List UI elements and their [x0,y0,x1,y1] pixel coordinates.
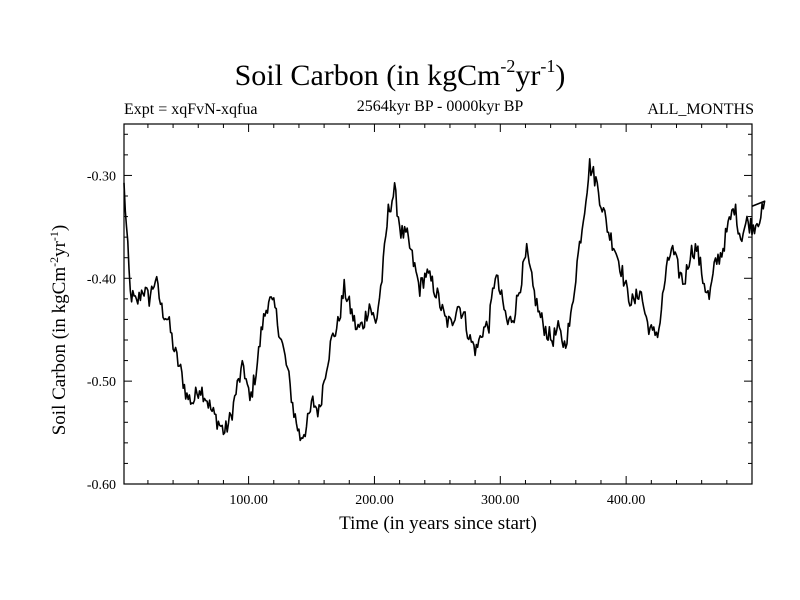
axis-ticks [124,124,752,485]
x-axis-label: Time (in years since start) [339,513,537,534]
x-tick-label: 100.00 [229,493,268,508]
y-tick-label: -0.40 [87,272,116,287]
y-axis-label: Soil Carbon (in kgCm-2yr-1) [47,224,70,436]
chart-title: Soil Carbon (in kgCm-2yr-1) [234,56,566,92]
y-tick-label: -0.60 [87,478,116,493]
period-label: 2564kyr BP - 0000kyr BP [356,98,524,115]
x-tick-label: 300.00 [481,493,520,508]
experiment-label: Expt = xqFvN-xqfua [124,101,258,118]
y-tick-label: -0.50 [87,375,116,390]
plot-frame [123,123,753,485]
series-line-soil-carbon [123,158,766,442]
tick-labels: 100.00 200.00 300.00 400.00 -0.60 -0.50 -0.40 -… [87,169,646,508]
x-tick-label: 400.00 [607,493,646,508]
y-tick-label: -0.30 [87,169,116,184]
months-label: ALL_MONTHS [647,101,754,118]
x-tick-label: 200.00 [355,493,394,508]
